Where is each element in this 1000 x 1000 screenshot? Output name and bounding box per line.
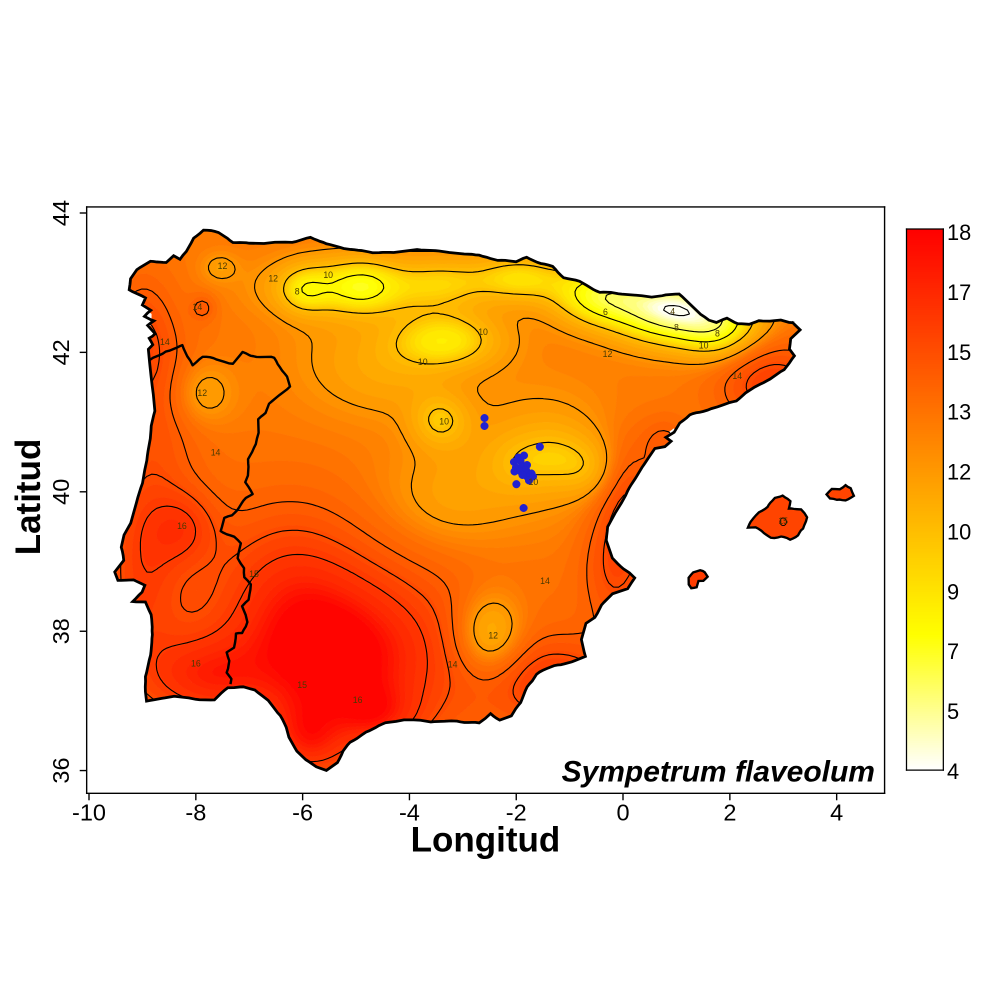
svg-text:14: 14 bbox=[448, 660, 458, 670]
svg-text:40: 40 bbox=[48, 479, 74, 505]
svg-text:18: 18 bbox=[947, 220, 971, 245]
svg-text:16: 16 bbox=[353, 695, 363, 705]
svg-text:-2: -2 bbox=[506, 799, 527, 825]
svg-text:6: 6 bbox=[603, 307, 608, 317]
svg-text:10: 10 bbox=[439, 416, 449, 426]
svg-text:10: 10 bbox=[699, 340, 709, 350]
svg-text:15: 15 bbox=[778, 516, 788, 526]
svg-text:12: 12 bbox=[268, 274, 278, 284]
svg-text:8: 8 bbox=[674, 322, 679, 332]
svg-text:44: 44 bbox=[48, 200, 74, 226]
svg-text:10: 10 bbox=[528, 477, 538, 487]
svg-text:42: 42 bbox=[48, 339, 74, 365]
svg-text:Latitud: Latitud bbox=[9, 439, 48, 556]
svg-text:Longitud: Longitud bbox=[411, 820, 561, 859]
svg-text:10: 10 bbox=[478, 327, 488, 337]
svg-text:7: 7 bbox=[947, 639, 959, 664]
svg-text:12: 12 bbox=[218, 261, 228, 271]
svg-text:9: 9 bbox=[947, 579, 959, 604]
svg-text:5: 5 bbox=[947, 699, 959, 724]
svg-text:38: 38 bbox=[48, 618, 74, 644]
svg-text:36: 36 bbox=[48, 757, 74, 783]
svg-text:10: 10 bbox=[947, 519, 971, 544]
svg-text:12: 12 bbox=[603, 349, 613, 359]
svg-text:14: 14 bbox=[192, 302, 202, 312]
svg-text:14: 14 bbox=[732, 371, 742, 381]
svg-text:10: 10 bbox=[323, 270, 333, 280]
svg-text:4: 4 bbox=[947, 759, 959, 784]
svg-text:-10: -10 bbox=[72, 799, 106, 825]
svg-text:12: 12 bbox=[947, 460, 971, 485]
svg-text:-4: -4 bbox=[399, 799, 420, 825]
svg-text:13: 13 bbox=[947, 400, 971, 425]
svg-text:10: 10 bbox=[418, 357, 428, 367]
svg-text:15: 15 bbox=[297, 680, 307, 690]
svg-text:12: 12 bbox=[197, 388, 207, 398]
svg-text:-6: -6 bbox=[292, 799, 313, 825]
svg-text:8: 8 bbox=[295, 287, 300, 297]
svg-text:12: 12 bbox=[488, 630, 498, 640]
svg-text:15: 15 bbox=[249, 569, 259, 579]
svg-text:14: 14 bbox=[160, 337, 170, 347]
svg-text:4: 4 bbox=[670, 306, 675, 316]
svg-text:16: 16 bbox=[177, 521, 187, 531]
svg-text:Sympetrum flaveolum: Sympetrum flaveolum bbox=[562, 756, 875, 789]
svg-text:16: 16 bbox=[191, 658, 201, 668]
svg-text:14: 14 bbox=[540, 576, 550, 586]
svg-text:17: 17 bbox=[947, 280, 971, 305]
svg-text:14: 14 bbox=[211, 448, 221, 458]
svg-text:15: 15 bbox=[947, 340, 971, 365]
svg-text:0: 0 bbox=[616, 799, 629, 825]
svg-text:-8: -8 bbox=[185, 799, 206, 825]
svg-text:8: 8 bbox=[715, 329, 720, 339]
svg-text:4: 4 bbox=[830, 799, 843, 825]
svg-text:2: 2 bbox=[723, 799, 736, 825]
